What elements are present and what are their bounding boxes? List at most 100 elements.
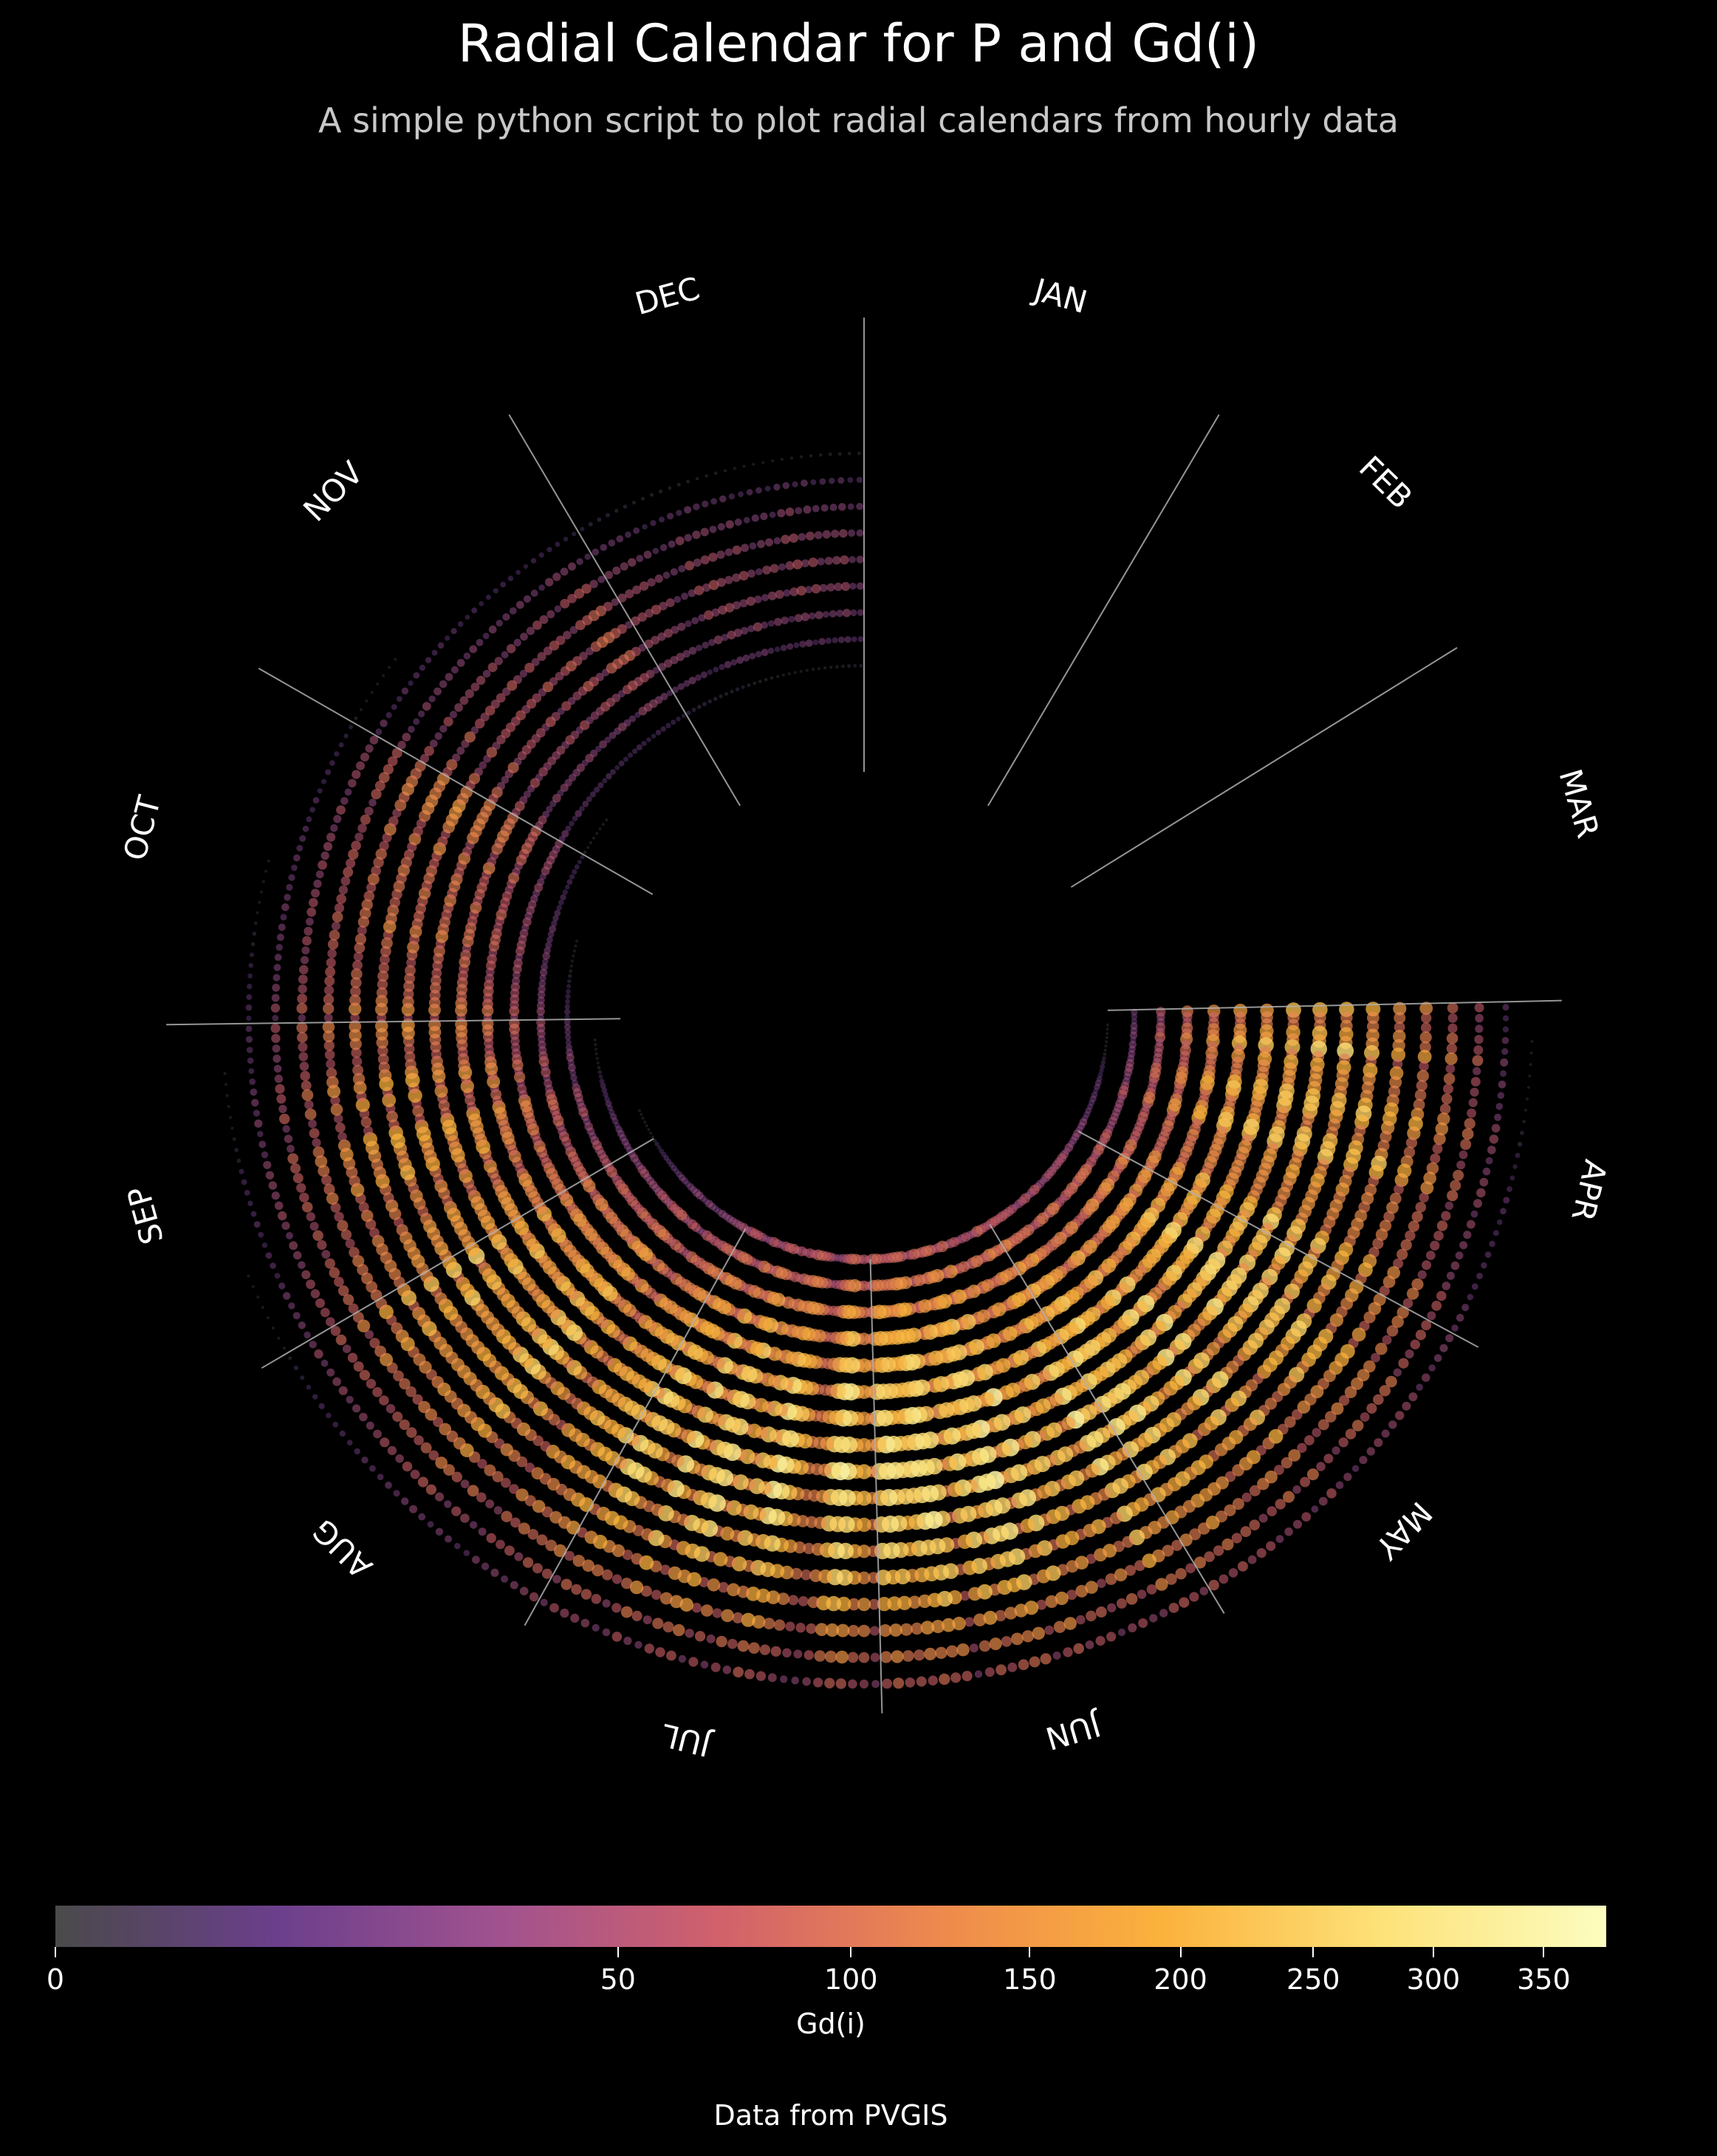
data-point bbox=[1497, 1092, 1505, 1099]
data-point bbox=[543, 646, 552, 656]
data-point bbox=[1086, 1610, 1097, 1622]
data-point bbox=[515, 600, 524, 609]
data-point bbox=[801, 479, 808, 487]
data-point bbox=[829, 477, 835, 485]
data-point bbox=[1345, 1428, 1357, 1440]
data-point bbox=[1301, 1512, 1312, 1522]
data-point bbox=[824, 1650, 837, 1663]
data-point bbox=[349, 725, 354, 730]
data-point bbox=[746, 489, 753, 496]
data-point bbox=[691, 617, 699, 625]
month-label-nov: NOV bbox=[296, 454, 370, 528]
data-point bbox=[595, 672, 604, 682]
data-point bbox=[258, 1140, 267, 1149]
data-point bbox=[387, 756, 398, 767]
data-point bbox=[518, 1522, 530, 1535]
data-point bbox=[842, 609, 851, 617]
data-point bbox=[374, 780, 385, 791]
data-point bbox=[591, 1594, 602, 1604]
data-point bbox=[581, 584, 592, 594]
data-point bbox=[1382, 1276, 1396, 1288]
data-point bbox=[1338, 1437, 1348, 1448]
data-point bbox=[1393, 1258, 1404, 1269]
data-point bbox=[315, 1298, 325, 1308]
data-point bbox=[376, 682, 380, 686]
data-point bbox=[402, 996, 414, 1008]
data-point bbox=[801, 612, 810, 621]
data-point bbox=[661, 1151, 667, 1157]
data-point bbox=[1419, 1002, 1433, 1016]
data-point bbox=[326, 832, 336, 842]
data-point bbox=[322, 1021, 335, 1033]
data-point bbox=[856, 555, 864, 564]
data-point bbox=[493, 588, 498, 594]
data-point bbox=[388, 816, 399, 827]
data-point bbox=[1459, 1241, 1468, 1250]
data-point bbox=[829, 503, 837, 511]
data-point bbox=[545, 942, 552, 949]
data-point bbox=[1363, 1360, 1376, 1373]
data-point bbox=[1437, 1112, 1450, 1126]
data-point bbox=[1417, 1050, 1432, 1064]
data-point bbox=[747, 569, 755, 578]
data-point bbox=[315, 1155, 328, 1168]
data-point bbox=[741, 1612, 755, 1627]
data-point bbox=[520, 632, 528, 641]
data-point bbox=[788, 615, 795, 623]
data-point bbox=[1367, 1011, 1380, 1024]
data-point bbox=[1451, 1324, 1459, 1332]
data-point bbox=[575, 940, 578, 943]
data-point bbox=[331, 921, 340, 931]
data-point bbox=[1292, 1485, 1301, 1494]
data-point bbox=[401, 687, 409, 695]
data-point bbox=[227, 1105, 230, 1108]
data-point bbox=[515, 569, 521, 575]
data-point bbox=[911, 1622, 923, 1635]
data-point bbox=[315, 870, 324, 879]
data-point bbox=[419, 753, 430, 763]
data-point bbox=[1444, 1052, 1458, 1065]
data-point bbox=[1441, 1211, 1451, 1221]
data-point bbox=[848, 451, 851, 456]
data-point bbox=[1517, 1141, 1523, 1147]
data-point bbox=[880, 1651, 892, 1663]
data-point bbox=[1185, 1563, 1196, 1573]
data-point bbox=[1363, 1311, 1376, 1324]
data-point bbox=[1275, 1499, 1286, 1510]
data-point bbox=[593, 1038, 597, 1041]
data-point bbox=[333, 815, 342, 824]
data-point bbox=[782, 1648, 792, 1658]
data-point bbox=[301, 1080, 312, 1091]
data-point bbox=[564, 1550, 575, 1561]
data-point bbox=[389, 897, 400, 908]
data-point bbox=[677, 682, 685, 691]
data-point bbox=[1297, 1400, 1311, 1414]
data-point bbox=[659, 516, 665, 523]
data-point bbox=[465, 689, 474, 699]
data-point bbox=[352, 1404, 361, 1413]
data-point bbox=[857, 1598, 871, 1612]
data-point bbox=[625, 589, 634, 599]
data-point bbox=[818, 637, 826, 646]
data-point bbox=[312, 1394, 318, 1400]
data-point bbox=[957, 1534, 973, 1550]
data-point bbox=[278, 1104, 287, 1114]
data-point bbox=[408, 725, 415, 733]
data-point bbox=[385, 1481, 392, 1489]
data-point bbox=[796, 586, 806, 596]
divider-aug bbox=[524, 1228, 747, 1626]
data-point bbox=[274, 954, 282, 962]
data-point bbox=[718, 1581, 729, 1593]
data-point bbox=[741, 685, 745, 689]
data-point bbox=[268, 1181, 278, 1190]
data-point bbox=[567, 594, 577, 603]
data-point bbox=[353, 1361, 364, 1372]
data-point bbox=[1515, 1152, 1521, 1158]
month-label-oct: OCT bbox=[117, 792, 168, 864]
data-point bbox=[765, 538, 773, 547]
data-point bbox=[359, 1412, 368, 1422]
data-point bbox=[378, 962, 389, 973]
data-point bbox=[744, 1669, 755, 1680]
data-point bbox=[1373, 1394, 1384, 1406]
data-point bbox=[668, 486, 672, 490]
